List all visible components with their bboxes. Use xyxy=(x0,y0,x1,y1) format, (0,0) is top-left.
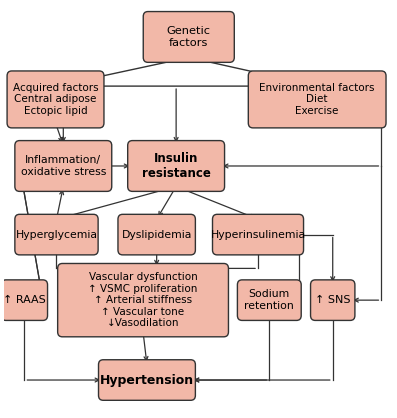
Text: ↑ RAAS: ↑ RAAS xyxy=(3,295,46,305)
Text: ↑ SNS: ↑ SNS xyxy=(315,295,351,305)
FancyBboxPatch shape xyxy=(212,214,304,255)
Text: Environmental factors
Diet
Exercise: Environmental factors Diet Exercise xyxy=(259,83,375,116)
FancyBboxPatch shape xyxy=(15,140,112,191)
FancyBboxPatch shape xyxy=(58,263,228,337)
FancyBboxPatch shape xyxy=(1,280,48,321)
FancyBboxPatch shape xyxy=(143,12,234,62)
Text: Hypertension: Hypertension xyxy=(100,374,194,387)
Text: Vascular dysfunction
↑ VSMC proliferation
↑ Arterial stiffness
↑ Vascular tone
↓: Vascular dysfunction ↑ VSMC proliferatio… xyxy=(89,272,198,329)
Text: Sodium
retention: Sodium retention xyxy=(245,289,294,311)
FancyBboxPatch shape xyxy=(237,280,301,321)
FancyBboxPatch shape xyxy=(128,140,225,191)
FancyBboxPatch shape xyxy=(310,280,355,321)
Text: Acquired factors
Central adipose
Ectopic lipid: Acquired factors Central adipose Ectopic… xyxy=(13,83,98,116)
FancyBboxPatch shape xyxy=(248,71,386,128)
Text: Dyslipidemia: Dyslipidemia xyxy=(121,229,192,240)
FancyBboxPatch shape xyxy=(98,360,195,400)
FancyBboxPatch shape xyxy=(15,214,98,255)
FancyBboxPatch shape xyxy=(118,214,195,255)
Text: Inflammation/
oxidative stress: Inflammation/ oxidative stress xyxy=(21,155,106,177)
Text: Hyperinsulinemia: Hyperinsulinemia xyxy=(210,229,306,240)
Text: Hyperglycemia: Hyperglycemia xyxy=(15,229,98,240)
FancyBboxPatch shape xyxy=(7,71,104,128)
Text: Insulin
resistance: Insulin resistance xyxy=(142,152,210,180)
Text: Genetic
factors: Genetic factors xyxy=(167,26,211,48)
